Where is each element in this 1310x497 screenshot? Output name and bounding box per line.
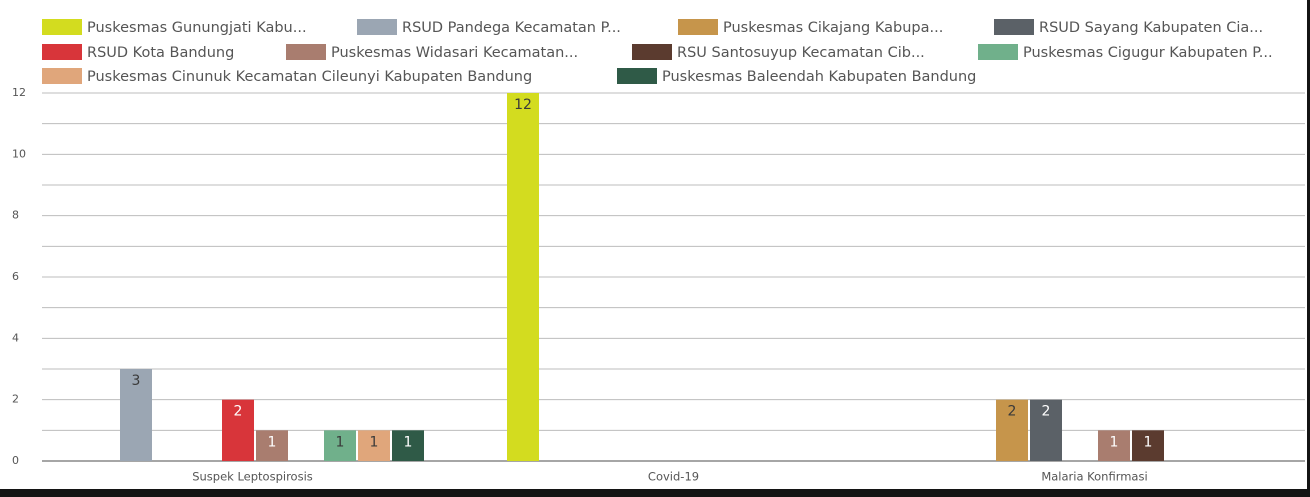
legend-label: RSUD Sayang Kabupaten Cia...	[1039, 20, 1263, 36]
data-label: 1	[268, 434, 277, 450]
bar	[1098, 430, 1130, 461]
x-tick-label: Malaria Konfirmasi	[1041, 470, 1147, 484]
legend-swatch	[286, 44, 326, 60]
bar	[358, 430, 390, 461]
legend-swatch	[632, 44, 672, 60]
y-tick-label: 0	[12, 454, 19, 467]
legend-swatch	[42, 44, 82, 60]
legend-swatch	[617, 68, 657, 84]
legend-swatch	[994, 19, 1034, 35]
legend-label: Puskesmas Cigugur Kabupaten P...	[1023, 45, 1273, 61]
legend-label: RSUD Kota Bandung	[87, 45, 234, 61]
legend-swatch	[42, 19, 82, 35]
y-tick-label: 4	[12, 331, 19, 344]
data-label: 1	[1144, 434, 1153, 450]
bar	[507, 93, 539, 461]
legend-label: RSUD Pandega Kecamatan P...	[402, 20, 621, 36]
data-label: 1	[404, 434, 413, 450]
legend-label: Puskesmas Cikajang Kabupa...	[723, 20, 943, 36]
data-label: 1	[336, 434, 345, 450]
y-tick-label: 12	[12, 86, 26, 99]
legend-label: Puskesmas Cinunuk Kecamatan Cileunyi Kab…	[87, 69, 532, 85]
bar	[256, 430, 288, 461]
y-tick-label: 10	[12, 147, 26, 160]
data-label: 2	[1008, 404, 1017, 420]
legend-label: Puskesmas Widasari Kecamatan...	[331, 45, 578, 61]
bar	[324, 430, 356, 461]
bar	[1132, 430, 1164, 461]
bar	[120, 369, 152, 461]
data-label: 2	[1042, 404, 1051, 420]
x-tick-label: Covid-19	[648, 470, 699, 484]
bar	[392, 430, 424, 461]
y-tick-label: 2	[12, 393, 19, 406]
y-tick-label: 6	[12, 270, 19, 283]
data-label: 2	[234, 404, 243, 420]
legend-swatch	[678, 19, 718, 35]
data-label: 3	[132, 373, 141, 389]
bar	[1030, 399, 1062, 461]
y-tick-label: 8	[12, 209, 19, 222]
bar	[222, 399, 254, 461]
legend-label: Puskesmas Baleendah Kabupaten Bandung	[662, 69, 976, 85]
legend-label: Puskesmas Gunungjati Kabu...	[87, 20, 307, 36]
data-label: 1	[370, 434, 379, 450]
legend-swatch	[42, 68, 82, 84]
data-label: 1	[1110, 434, 1119, 450]
legend-swatch	[978, 44, 1018, 60]
legend-swatch	[357, 19, 397, 35]
x-tick-label: Suspek Leptospirosis	[192, 470, 313, 484]
legend-label: RSU Santosuyup Kecamatan Cib...	[677, 45, 925, 61]
bar	[996, 399, 1028, 461]
data-label: 12	[514, 97, 532, 113]
